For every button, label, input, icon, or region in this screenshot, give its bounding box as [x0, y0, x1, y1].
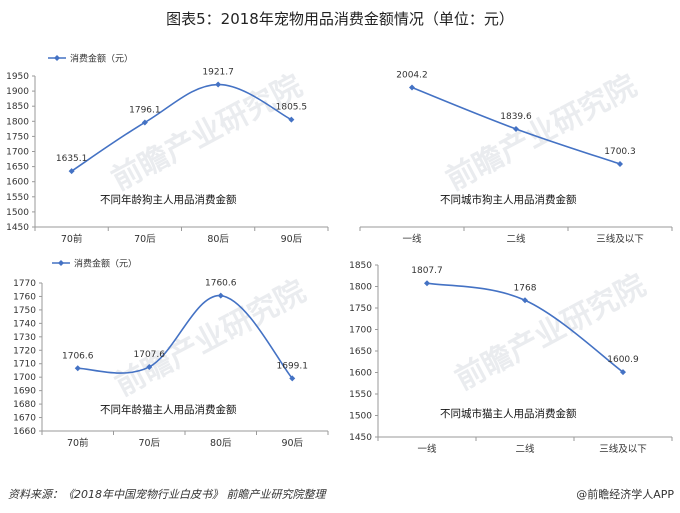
data-label: 1839.6 [500, 112, 532, 122]
y-tick-label: 1500 [349, 412, 372, 422]
data-point [146, 363, 153, 370]
x-tick-label: 70后 [138, 438, 160, 449]
y-tick-label: 1650 [349, 347, 372, 357]
watermark-text: 前瞻产业研究院 [106, 68, 308, 197]
y-tick-label: 1500 [6, 208, 29, 218]
chart-title: 不同城市狗主人用品消费金额 [440, 193, 577, 206]
chart-cat-city: 前瞻产业研究院 1850 1800 1750 1700 1650 1600 1550 1500 1… [349, 261, 673, 455]
data-point [217, 292, 224, 299]
chart-title: 不同城市猫主人用品消费金额 [440, 407, 577, 420]
y-tick-label: 1690 [13, 387, 36, 397]
data-point [141, 119, 148, 126]
data-point [288, 116, 295, 123]
y-tick-label: 1600 [6, 178, 29, 188]
chart-dog-city-panel: 前瞻产业研究院一线 二线 三线及以下 2004.2 1839.6 1700.3 不同城市狗主… [340, 40, 680, 255]
data-label: 1707.6 [134, 350, 166, 360]
x-tick-label: 一线 [417, 443, 437, 455]
watermark-text: 前瞻产业研究院 [450, 268, 652, 397]
y-tick-label: 1450 [6, 223, 29, 233]
y-tick-label: 1800 [6, 117, 29, 127]
y-tick-label: 1730 [13, 333, 36, 343]
watermark-text: 前瞻产业研究院 [441, 68, 643, 197]
x-tick-label: 90后 [281, 438, 303, 449]
y-tick-label: 1720 [13, 346, 36, 356]
series-line [71, 83, 292, 172]
data-point [68, 168, 75, 175]
data-label: 1807.7 [411, 266, 443, 276]
data-point [409, 84, 415, 91]
x-tick-label: 二线 [506, 233, 526, 245]
data-point [513, 125, 519, 132]
y-tick-label: 1760 [13, 292, 36, 302]
data-label: 1768 [514, 283, 537, 293]
y-tick-label: 1950 [6, 72, 29, 82]
y-tick-label: 1700 [13, 373, 36, 383]
chart-cat-age-panel: 前瞻产业研究院 1770 1760 1750 1740 1730 1720 1710 1700 1… [0, 255, 340, 483]
y-tick-label: 1670 [13, 414, 36, 424]
data-label: 1700.3 [604, 147, 636, 157]
y-tick-label: 1710 [13, 360, 36, 370]
y-tick-label: 1700 [349, 326, 372, 336]
data-point [620, 369, 626, 376]
y-tick-label: 1650 [6, 163, 29, 173]
data-label: 1635.1 [56, 154, 88, 164]
data-point [522, 297, 528, 304]
legend-marker [54, 55, 60, 61]
series-line [77, 294, 293, 379]
data-label: 1921.7 [202, 68, 234, 78]
y-tick-label: 1450 [349, 433, 372, 443]
legend-label: 消费金额（元） [70, 53, 133, 65]
y-tick-label: 1900 [6, 87, 29, 97]
x-tick-label: 二线 [515, 443, 535, 455]
chart-dog-age-panel: 前瞻产业研究院 1950 1900 1850 1800 1750 1700 1650 1600 1… [0, 40, 340, 255]
y-tick-label: 1750 [13, 306, 36, 316]
data-point [289, 375, 296, 382]
y-tick-label: 1740 [13, 319, 36, 329]
data-point [617, 161, 623, 168]
y-tick-label: 1850 [6, 102, 29, 112]
chart-cat-age: 前瞻产业研究院 1770 1760 1750 1740 1730 1720 1710 1700 1… [13, 258, 329, 449]
x-tick-label: 80后 [210, 438, 232, 449]
y-tick-label: 1750 [349, 304, 372, 314]
x-tick-label: 70前 [61, 233, 83, 245]
y-tick-label: 1700 [6, 148, 29, 158]
y-tick-label: 1550 [6, 193, 29, 203]
x-tick-label: 90后 [281, 234, 303, 245]
data-label: 2004.2 [396, 71, 428, 81]
data-label: 1760.6 [205, 279, 237, 289]
x-tick-label: 70后 [134, 234, 156, 245]
data-label: 1796.1 [129, 105, 161, 115]
source-note: 资料来源：《2018年中国宠物行业白皮书》 前瞻产业研究院整理 [8, 488, 326, 501]
chart-title: 不同年龄狗主人用品消费金额 [100, 193, 237, 206]
data-label: 1805.5 [276, 103, 308, 113]
data-label: 1699.1 [277, 361, 309, 371]
y-tick-label: 1680 [13, 400, 36, 410]
watermark-text: 前瞻产业研究院 [110, 274, 312, 403]
chart-dog-age: 前瞻产业研究院 1950 1900 1850 1800 1750 1700 1650 1600 1… [6, 53, 329, 245]
y-tick-label: 1770 [13, 279, 36, 289]
chart-cat-city-panel: 前瞻产业研究院 1850 1800 1750 1700 1650 1600 1550 1500 1… [340, 255, 680, 483]
x-tick-label: 三线及以下 [599, 443, 647, 455]
data-point [215, 81, 222, 88]
data-label: 1706.6 [62, 351, 94, 361]
chart-title: 不同年龄猫主人用品消费金额 [100, 403, 237, 416]
x-tick-label: 三线及以下 [596, 233, 644, 245]
y-tick-label: 1850 [349, 261, 372, 271]
y-tick-label: 1800 [349, 283, 372, 293]
data-point [74, 365, 81, 372]
data-label: 1600.9 [607, 355, 639, 365]
brand-mark: @前瞻经济学人APP [576, 488, 674, 501]
x-tick-label: 一线 [402, 233, 422, 245]
y-tick-label: 1600 [349, 369, 372, 379]
figure-title: 图表5：2018年宠物用品消费金额情况（单位：元） [166, 10, 514, 28]
y-tick-label: 1550 [349, 390, 372, 400]
data-point [424, 280, 430, 287]
legend-label: 消费金额（元） [74, 258, 137, 270]
y-tick-label: 1660 [13, 427, 36, 437]
legend-marker [58, 260, 64, 266]
y-tick-label: 1750 [6, 132, 29, 142]
x-tick-label: 80后 [207, 234, 229, 245]
x-tick-label: 70前 [67, 437, 89, 449]
